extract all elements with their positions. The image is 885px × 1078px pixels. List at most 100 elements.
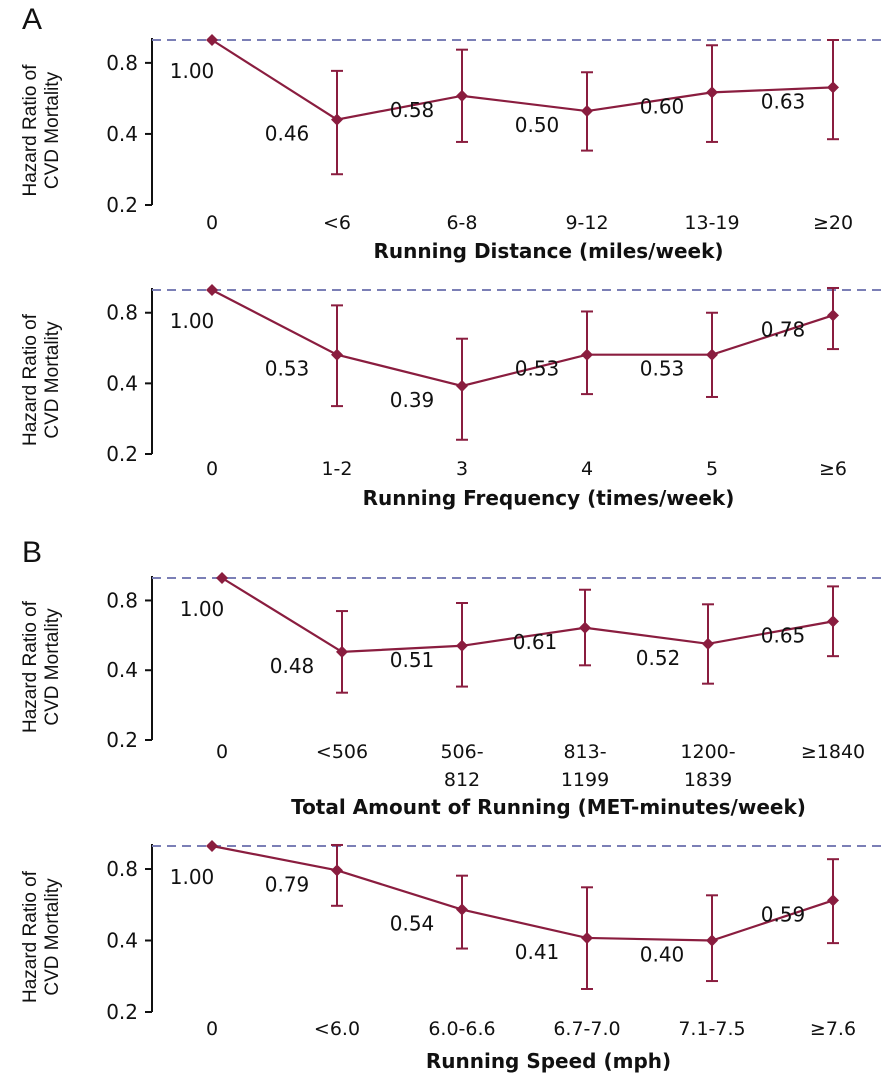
data-label: 0.59 (761, 902, 806, 926)
data-point (456, 903, 468, 916)
data-point (206, 840, 218, 852)
data-label: 0.60 (640, 94, 685, 118)
data-label: 0.54 (390, 912, 435, 936)
x-category-label: 1200-1839 (680, 741, 735, 791)
data-label: 0.50 (515, 113, 560, 137)
data-point (331, 864, 343, 877)
data-point (827, 81, 839, 94)
x-category-label: 1-2 (321, 458, 352, 480)
data-point (827, 615, 839, 628)
x-category-label: 813-1199 (561, 741, 609, 791)
panel-letter: A (22, 3, 42, 36)
x-category-label: 4 (581, 458, 593, 480)
data-point (331, 113, 343, 126)
data-point (827, 894, 839, 907)
panel-letter: B (22, 536, 42, 569)
data-label: 0.40 (640, 943, 685, 967)
chart-panel-2: Hazard Ratio ofCVD Mortality 0.2 0.4 0.8 0 1-… (20, 284, 885, 510)
x-category-label: 9-12 (565, 212, 608, 234)
data-label: 0.41 (515, 940, 560, 964)
data-point (456, 639, 468, 652)
data-label: 0.53 (265, 357, 310, 381)
x-category-label: 6.0-6.6 (428, 1018, 495, 1040)
data-point (456, 89, 468, 102)
data-label: 0.61 (513, 630, 558, 654)
x-axis-title: Running Speed (mph) (426, 1049, 671, 1073)
series-line (211, 289, 834, 388)
y-tick-label: 0.4 (106, 371, 138, 395)
series-line (221, 577, 834, 653)
data-point (706, 86, 718, 99)
data-label: 1.00 (170, 865, 215, 889)
x-category-label: ≥1840 (801, 741, 865, 763)
data-label: 0.51 (390, 648, 435, 672)
y-tick-label: 0.4 (106, 929, 138, 953)
series-line (211, 844, 834, 942)
y-tick-label: 0.2 (106, 1000, 138, 1024)
y-tick-label: 0.2 (106, 193, 138, 217)
data-label: 0.65 (761, 623, 806, 647)
x-category-label: 6-8 (446, 212, 477, 234)
y-axis-title: Hazard Ratio ofCVD Mortality (20, 870, 63, 1003)
chart-panel-1: A Hazard Ratio ofCVD Mortality 0.2 0.4 0.8 0 <… (20, 3, 885, 263)
x-category-label: 7.1-7.5 (678, 1018, 745, 1040)
data-label: 0.79 (265, 872, 310, 896)
chart-panel-3: B Hazard Ratio ofCVD Mortality 0.2 0.4 0.8 0 <… (20, 536, 885, 819)
data-label: 1.00 (170, 309, 215, 333)
y-tick-label: 0.8 (106, 588, 138, 612)
data-point (581, 105, 593, 118)
data-point (702, 637, 714, 650)
data-label: 0.63 (761, 89, 806, 113)
y-tick-label: 0.8 (106, 857, 138, 881)
data-point (456, 379, 468, 392)
x-category-label: ≥7.6 (810, 1018, 856, 1040)
x-category-label: <6.0 (314, 1018, 360, 1040)
x-category-label: 5 (706, 458, 718, 480)
data-label: 1.00 (170, 59, 215, 83)
y-tick-label: 0.4 (106, 122, 138, 146)
data-label: 1.00 (180, 597, 225, 621)
x-category-label: ≥20 (813, 212, 853, 234)
data-point (706, 348, 718, 361)
y-tick-label: 0.4 (106, 658, 138, 682)
data-label: 0.53 (515, 357, 560, 381)
data-label: 0.58 (390, 98, 435, 122)
data-point (216, 572, 228, 584)
x-category-label: 0 (216, 741, 228, 763)
data-point (336, 645, 348, 658)
y-tick-label: 0.8 (106, 51, 138, 75)
data-point (206, 34, 218, 46)
x-axis-title: Running Frequency (times/week) (363, 486, 735, 510)
y-axis-title: Hazard Ratio ofCVD Mortality (20, 313, 63, 446)
data-point (581, 348, 593, 361)
x-category-label: 6.7-7.0 (553, 1018, 620, 1040)
data-point (579, 621, 591, 634)
y-axis-title: Hazard Ratio ofCVD Mortality (20, 600, 63, 733)
x-axis-title: Total Amount of Running (MET-minutes/wee… (291, 795, 806, 819)
x-axis-title: Running Distance (miles/week) (373, 239, 723, 263)
x-category-label: 506-812 (440, 741, 483, 791)
x-category-label: ≥6 (819, 458, 847, 480)
data-point (581, 931, 593, 944)
data-point (206, 284, 218, 296)
data-label: 0.52 (636, 646, 681, 670)
x-category-label: 0 (206, 212, 218, 234)
data-label: 0.48 (270, 654, 315, 678)
series-line (211, 39, 834, 121)
x-category-label: 0 (206, 1018, 218, 1040)
x-category-label: 3 (456, 458, 468, 480)
data-point (827, 309, 839, 322)
data-label: 0.46 (265, 122, 310, 146)
y-tick-label: 0.2 (106, 442, 138, 466)
y-axis-title: Hazard Ratio ofCVD Mortality (20, 64, 63, 197)
x-category-label: 0 (206, 458, 218, 480)
data-point (706, 934, 718, 947)
data-label: 0.53 (640, 357, 685, 381)
x-category-label: <506 (316, 741, 368, 763)
x-category-label: 13-19 (684, 212, 739, 234)
data-label: 0.78 (761, 317, 806, 341)
y-tick-label: 0.2 (106, 728, 138, 752)
x-category-label: <6 (323, 212, 351, 234)
chart-panel-4: Hazard Ratio ofCVD Mortality 0.2 0.4 0.8 0 <6… (20, 840, 885, 1073)
